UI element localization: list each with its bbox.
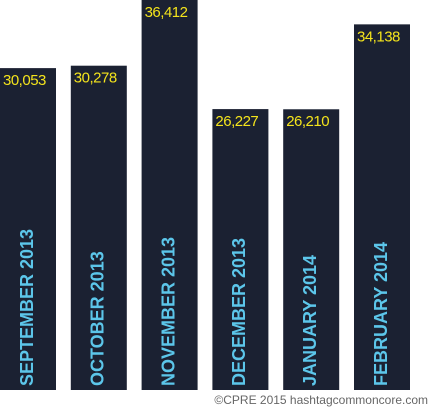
value-label: 36,412 bbox=[145, 4, 188, 21]
category-label: NOVEMBER 2013 bbox=[158, 237, 178, 386]
bar bbox=[0, 68, 56, 391]
bar bbox=[70, 65, 127, 390]
category-label: FEBRUARY 2014 bbox=[371, 242, 391, 386]
credit: ©CPRE 2015 hashtagcommoncore.com bbox=[214, 393, 428, 407]
value-label: 30,053 bbox=[3, 72, 46, 89]
value-label: 34,138 bbox=[357, 28, 400, 45]
category-label: DECEMBER 2013 bbox=[229, 238, 249, 386]
value-label: 26,227 bbox=[215, 113, 258, 130]
category-label: SEPTEMBER 2013 bbox=[17, 229, 37, 386]
bar bbox=[212, 109, 269, 390]
bar bbox=[354, 24, 410, 390]
bar bbox=[283, 109, 340, 390]
value-label: 30,278 bbox=[74, 70, 117, 87]
bar bbox=[141, 0, 198, 390]
category-label: OCTOBER 2013 bbox=[88, 251, 108, 386]
category-label: JANUARY 2014 bbox=[300, 255, 320, 386]
value-label: 26,210 bbox=[286, 113, 329, 130]
